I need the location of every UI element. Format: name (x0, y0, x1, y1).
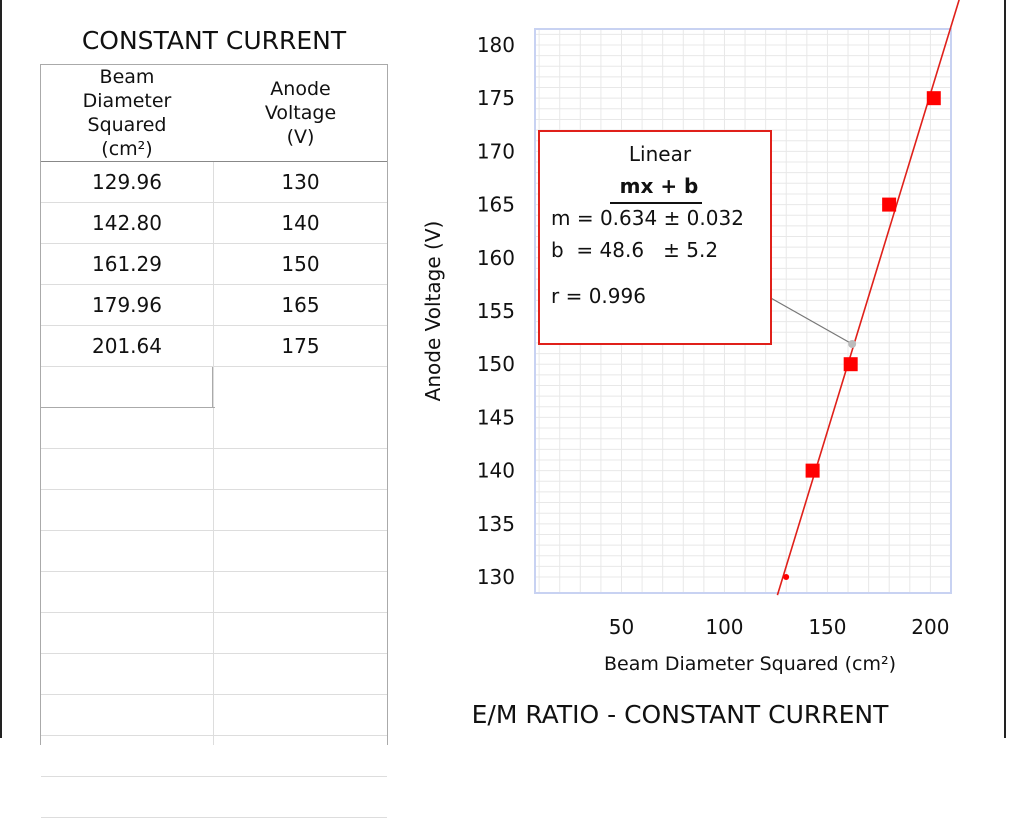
y-axis-label: Anode Voltage (V) (421, 221, 445, 402)
data-point (843, 357, 858, 372)
fit-intercept: b = 48.6 ± 5.2 (551, 238, 719, 262)
row-divider (41, 202, 387, 203)
column-divider (213, 162, 214, 745)
linear-fit-box[interactable]: Linear mx + b m = 0.634 ± 0.032 b = 48.6… (538, 130, 772, 345)
x-tick-label: 150 (808, 615, 846, 639)
row-divider (41, 694, 387, 695)
cell-beam-diameter-squared: 179.96 (92, 293, 162, 317)
row-divider (41, 448, 387, 449)
data-point (805, 463, 820, 478)
fit-type: Linear (628, 142, 692, 166)
row-divider (41, 571, 387, 572)
row-divider (41, 243, 387, 244)
header-beam-diameter-label: Beam Diameter Squared (cm²) (82, 66, 172, 160)
row-divider (41, 366, 387, 367)
cell-anode-voltage: 130 (281, 170, 320, 194)
y-tick-label: 170 (477, 139, 515, 163)
table-row: 161.29 150 (41, 244, 387, 285)
empty-table-row (41, 613, 387, 654)
data-point (926, 91, 941, 106)
y-tick-label: 165 (477, 193, 515, 217)
selected-empty-cell[interactable] (41, 367, 213, 408)
annotation-leader-line (768, 296, 853, 345)
header-beam-diameter: Beam Diameter Squared (cm²) (41, 65, 213, 161)
cell-beam-diameter-squared: 142.80 (92, 211, 162, 235)
empty-table-row (41, 736, 387, 777)
table-row: 129.96 130 (41, 162, 387, 203)
table-title: CONSTANT CURRENT (81, 26, 347, 55)
empty-table-row (41, 408, 387, 449)
empty-table-row (41, 777, 387, 818)
fit-equation-underline (610, 202, 702, 204)
plot-frame (534, 28, 952, 594)
y-tick-label: 155 (477, 299, 515, 323)
fit-equation: mx + b (619, 174, 699, 198)
header-divider (41, 161, 387, 162)
x-axis-label: Beam Diameter Squared (cm²) (604, 653, 896, 675)
y-tick-label: 180 (477, 33, 515, 57)
y-tick-label: 160 (477, 246, 515, 270)
table-row: 179.96 165 (41, 285, 387, 326)
row-divider (41, 612, 387, 613)
y-tick-label: 130 (477, 565, 515, 589)
row-divider (41, 407, 215, 408)
row-divider (41, 735, 387, 736)
cell-beam-diameter-squared: 201.64 (92, 334, 162, 358)
scatter-chart: 130 135 140 145 150 155 160 165 170 175 180 50 100 15… (421, 0, 960, 675)
y-tick-label: 175 (477, 86, 515, 110)
empty-table-row (41, 695, 387, 736)
empty-table-row (41, 367, 387, 408)
row-divider (41, 284, 387, 285)
empty-table-row (41, 531, 387, 572)
cell-anode-voltage: 175 (281, 334, 320, 358)
fit-line-group (776, 0, 960, 596)
fit-line (776, 0, 960, 596)
right-frame-line (1004, 0, 1006, 738)
header-anode-voltage: Anode Voltage (V) (214, 65, 387, 161)
empty-table-row (41, 490, 387, 531)
x-tick-label: 100 (705, 615, 743, 639)
cell-beam-diameter-squared: 161.29 (92, 252, 162, 276)
row-divider (41, 653, 387, 654)
row-divider (41, 530, 387, 531)
x-tick-label: 50 (609, 615, 634, 639)
table-row: 201.64 175 (41, 326, 387, 367)
fit-correlation: r = 0.996 (551, 284, 646, 308)
cell-anode-voltage: 150 (281, 252, 320, 276)
chart-title: E/M RATIO - CONSTANT CURRENT (471, 700, 889, 729)
fit-slope: m = 0.634 ± 0.032 (551, 206, 744, 230)
left-frame-line (0, 0, 2, 738)
row-divider (41, 489, 387, 490)
empty-table-row (41, 449, 387, 490)
annotation-point (848, 339, 857, 348)
table-row: 142.80 140 (41, 203, 387, 244)
y-tick-label: 135 (477, 512, 515, 536)
data-point-small (783, 574, 790, 581)
header-anode-voltage-label: Anode Voltage (V) (264, 78, 337, 148)
empty-table-row (41, 654, 387, 695)
y-tick-label: 150 (477, 352, 515, 376)
empty-table-row (41, 572, 387, 613)
data-point (882, 197, 897, 212)
cell-anode-voltage: 140 (281, 211, 320, 235)
y-tick-label: 145 (477, 405, 515, 429)
x-tick-label: 200 (911, 615, 949, 639)
cell-anode-voltage: 165 (281, 293, 320, 317)
data-table: Beam Diameter Squared (cm²) Anode Voltag… (40, 64, 388, 818)
row-divider (41, 325, 387, 326)
y-tick-label: 140 (477, 459, 515, 483)
cell-beam-diameter-squared: 129.96 (92, 170, 162, 194)
